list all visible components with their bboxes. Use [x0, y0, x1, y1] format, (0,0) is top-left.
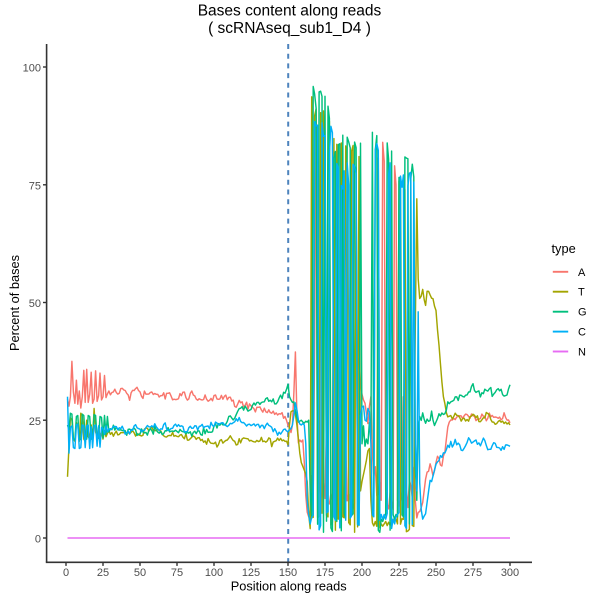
- svg-text:0: 0: [35, 534, 41, 546]
- svg-text:25: 25: [97, 567, 109, 579]
- svg-text:100: 100: [205, 567, 223, 579]
- svg-text:50: 50: [134, 567, 146, 579]
- svg-text:250: 250: [427, 567, 445, 579]
- svg-text:25: 25: [29, 416, 41, 428]
- svg-text:N: N: [578, 347, 586, 359]
- svg-text:75: 75: [171, 567, 183, 579]
- svg-text:Percent of bases: Percent of bases: [7, 255, 22, 351]
- svg-text:T: T: [578, 287, 585, 299]
- svg-text:125: 125: [242, 567, 260, 579]
- svg-text:Position along reads: Position along reads: [231, 579, 347, 594]
- svg-text:300: 300: [501, 567, 519, 579]
- svg-text:type: type: [552, 241, 576, 256]
- svg-text:G: G: [578, 307, 587, 319]
- svg-text:100: 100: [23, 63, 41, 75]
- svg-text:Bases content along reads: Bases content along reads: [198, 3, 382, 20]
- svg-text:A: A: [578, 267, 586, 279]
- svg-text:225: 225: [390, 567, 408, 579]
- svg-text:275: 275: [464, 567, 482, 579]
- svg-text:150: 150: [279, 567, 297, 579]
- svg-text:0: 0: [63, 567, 69, 579]
- svg-text:75: 75: [29, 180, 41, 192]
- svg-text:( scRNAseq_sub1_D4 ): ( scRNAseq_sub1_D4 ): [208, 20, 371, 37]
- svg-text:50: 50: [29, 298, 41, 310]
- svg-text:C: C: [578, 327, 586, 339]
- svg-text:200: 200: [353, 567, 371, 579]
- svg-text:175: 175: [316, 567, 334, 579]
